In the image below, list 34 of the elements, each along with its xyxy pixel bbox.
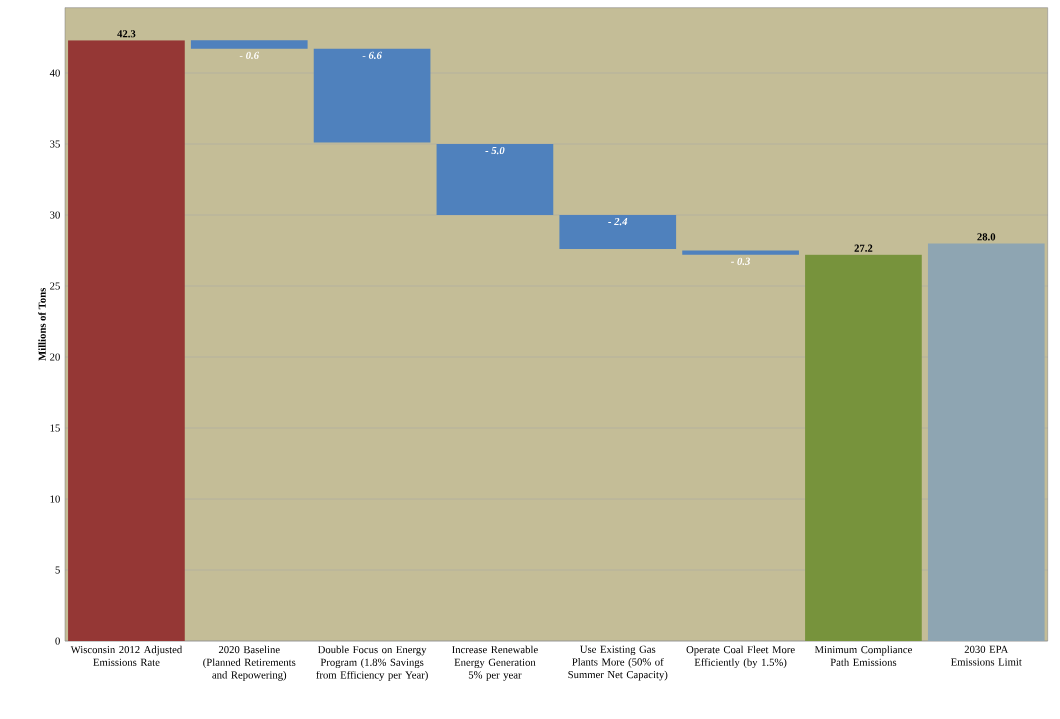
- x-tick-label: Use Existing Gas Plants More (50% of Summer Net Capacity): [568, 645, 668, 681]
- y-tick-label: 10: [50, 495, 60, 503]
- y-tick-label: 0: [55, 637, 60, 645]
- bar: [436, 143, 554, 215]
- x-tick-label: Double Focus on Energy Program (1.8% Savings from Efficiency per Year): [316, 645, 428, 681]
- y-tick-label: 20: [50, 353, 60, 361]
- data-label: - 5.0: [485, 146, 505, 155]
- x-tick-label: Operate Coal Fleet More Efficiently (by 1.5%): [686, 645, 795, 669]
- x-tick-label: Wisconsin 2012 Adjusted Emissions Rate: [70, 645, 183, 666]
- y-tick-label: 15: [50, 424, 60, 432]
- data-label: 27.2: [854, 244, 873, 252]
- x-tick-label: Minimum Compliance Path Emissions: [814, 645, 912, 666]
- bar: [190, 40, 308, 49]
- bar: [682, 250, 799, 255]
- x-tick-label: 2020 Baseline (Planned Retirements and Repowering): [203, 645, 296, 681]
- bar: [805, 254, 922, 641]
- y-tick-label: 30: [50, 211, 60, 219]
- data-label: - 6.6: [362, 51, 382, 59]
- data-label: - 2.4: [608, 217, 628, 226]
- data-label: 28.0: [977, 233, 996, 241]
- x-tick-label: Increase Renewable Energy Generation 5% per year: [452, 645, 538, 681]
- bar: [559, 214, 677, 250]
- data-label: - 0.3: [731, 257, 751, 265]
- y-axis-title: Millions of Tons: [38, 288, 46, 361]
- data-label: 42.3: [117, 30, 136, 38]
- y-tick-label: 35: [50, 140, 60, 148]
- y-tick-label: 25: [50, 282, 60, 290]
- data-label: - 0.6: [239, 51, 260, 60]
- bar: [313, 48, 431, 143]
- bar: [927, 243, 1045, 641]
- y-tick-label: 5: [55, 566, 60, 574]
- y-tick-label: 40: [49, 69, 60, 77]
- x-tick-label: 2030 EPA Emissions Limit: [951, 645, 1022, 666]
- bar: [68, 40, 185, 641]
